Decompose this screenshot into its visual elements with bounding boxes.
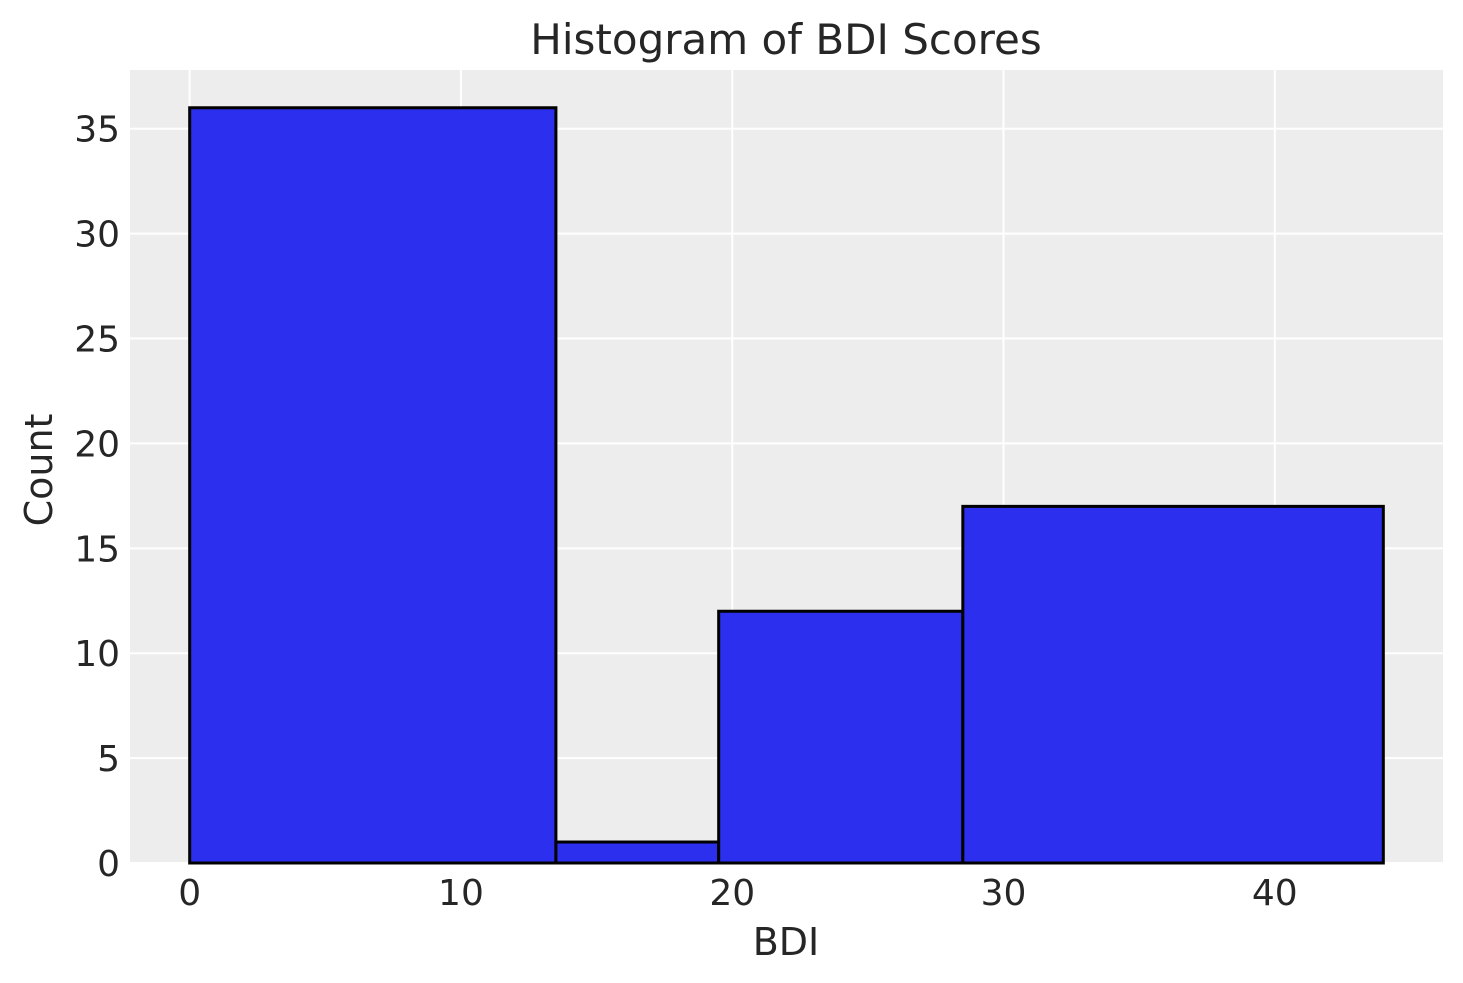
y-tick-label: 20 bbox=[74, 424, 120, 465]
y-tick-label: 0 bbox=[97, 844, 120, 885]
x-tick-label: 10 bbox=[438, 873, 484, 914]
histogram-bar bbox=[961, 504, 1385, 865]
histogram-bar bbox=[188, 106, 558, 865]
y-tick-label: 5 bbox=[97, 739, 120, 780]
histogram-bar bbox=[717, 609, 965, 865]
x-axis-label: BDI bbox=[753, 920, 820, 964]
x-tick-label: 20 bbox=[709, 873, 755, 914]
chart-title: Histogram of BDI Scores bbox=[530, 15, 1041, 64]
histogram-bars bbox=[188, 106, 1385, 865]
y-tick-label: 35 bbox=[74, 110, 120, 151]
x-tick-label: 40 bbox=[1252, 873, 1298, 914]
x-tick-labels: 0 10 20 30 40 bbox=[178, 873, 1297, 914]
y-tick-labels: 0 5 10 15 20 25 30 35 bbox=[74, 110, 120, 885]
x-tick-label: 30 bbox=[981, 873, 1027, 914]
y-tick-label: 15 bbox=[74, 529, 120, 570]
x-tick-label: 0 bbox=[178, 873, 201, 914]
y-tick-label: 25 bbox=[74, 320, 120, 361]
y-tick-label: 30 bbox=[74, 215, 120, 256]
y-tick-label: 10 bbox=[74, 634, 120, 675]
histogram-bar bbox=[554, 840, 721, 865]
y-axis-label: Count bbox=[17, 414, 61, 527]
